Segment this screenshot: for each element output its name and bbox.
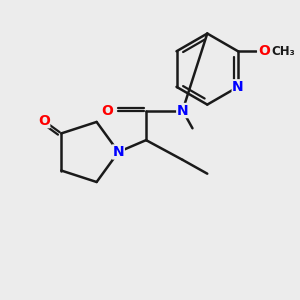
Text: N: N	[177, 103, 188, 118]
Text: O: O	[102, 103, 113, 118]
Text: O: O	[38, 114, 50, 128]
Text: O: O	[258, 44, 270, 58]
Text: CH₃: CH₃	[272, 45, 296, 58]
Text: N: N	[232, 80, 244, 94]
Text: N: N	[112, 145, 124, 159]
